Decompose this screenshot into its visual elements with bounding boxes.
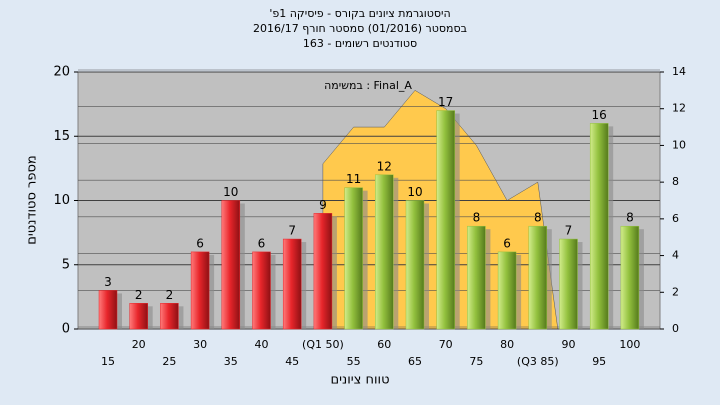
x-tick-label: 75 <box>469 355 483 368</box>
chart-subtitle: בסמסטר (01/2016) סמסטר חורף 2016/17 <box>253 22 467 35</box>
bar <box>160 303 179 330</box>
value-label: 6 <box>196 236 204 250</box>
value-label: 8 <box>534 211 542 225</box>
y2-tick-label: 12 <box>672 102 686 115</box>
y-tick-label: 5 <box>62 257 70 272</box>
y2-tick-label: 8 <box>672 175 679 188</box>
y2-tick-label: 2 <box>672 285 679 298</box>
x-tick-label: 55 <box>347 355 361 368</box>
bar <box>98 290 118 330</box>
x-tick-label: 65 <box>408 355 422 368</box>
value-label: 3 <box>104 275 112 289</box>
bar <box>313 213 333 330</box>
y-axis-label: מספר סטודנטים <box>25 155 40 245</box>
value-label: 11 <box>346 172 361 186</box>
bar <box>589 123 609 330</box>
y2-tick-label: 6 <box>672 212 679 225</box>
bar <box>497 251 517 330</box>
y-tick-label: 10 <box>53 193 70 208</box>
chart-subtitle: סטודנטים רשומים - 163 <box>303 37 417 50</box>
value-label: 2 <box>135 288 143 302</box>
x-tick-label: 60 <box>377 338 391 351</box>
y-tick-label: 15 <box>53 129 70 144</box>
value-label: 10 <box>223 185 238 199</box>
value-label: 8 <box>626 211 634 225</box>
annotation: במשימה : Final_A <box>324 79 412 92</box>
value-label: 9 <box>319 198 327 212</box>
x-tick-label: 20 <box>132 338 146 351</box>
value-label: 2 <box>166 288 174 302</box>
y-tick-label: 20 <box>53 65 70 80</box>
x-tick-label: 30 <box>193 338 207 351</box>
bar <box>405 200 425 330</box>
value-label: 16 <box>592 108 607 122</box>
x-tick-label: 100 <box>619 338 640 351</box>
x-tick-label: 35 <box>224 355 238 368</box>
x-tick-label: 70 <box>439 338 453 351</box>
x-tick-label: 40 <box>255 338 269 351</box>
value-label: 12 <box>377 159 392 173</box>
bar <box>252 251 271 330</box>
bar <box>282 238 302 330</box>
value-label: 6 <box>503 236 511 250</box>
chart-title: 'היסטוגרמת ציונים בקורס - פיסיקה 1פ <box>269 7 450 20</box>
bar <box>344 187 363 330</box>
value-label: 6 <box>258 236 266 250</box>
x-tick-label: (Q1 50) <box>302 338 344 351</box>
y-tick-label: 0 <box>62 322 70 337</box>
bar <box>467 225 486 330</box>
x-tick-label: 80 <box>500 338 514 351</box>
x-axis-label: טווח ציונים <box>330 373 389 388</box>
x-tick-label: 45 <box>285 355 299 368</box>
x-tick-label: 15 <box>101 355 115 368</box>
y2-tick-label: 10 <box>672 138 686 151</box>
bar <box>221 200 241 330</box>
bar <box>528 225 548 330</box>
x-tick-label: 95 <box>592 355 606 368</box>
bar <box>375 174 394 330</box>
value-label: 7 <box>288 224 296 238</box>
y2-tick-label: 14 <box>672 65 686 78</box>
bar <box>620 225 640 330</box>
bar-layer: 3 2 2 6 10 6 7 9 11 12 10 17 8 6 8 7 16 8 <box>98 95 644 330</box>
y2-tick-label: 0 <box>672 322 679 335</box>
x-tick-label: 90 <box>562 338 576 351</box>
value-label: 7 <box>565 224 573 238</box>
bar <box>559 238 578 330</box>
bar <box>129 303 148 330</box>
bar <box>436 110 455 330</box>
y2-tick-label: 4 <box>672 249 679 262</box>
value-label: 10 <box>407 185 422 199</box>
bar <box>190 251 210 330</box>
value-label: 17 <box>438 95 453 109</box>
x-tick-label: (Q3 85) <box>517 355 559 368</box>
x-tick-label: 25 <box>162 355 176 368</box>
value-label: 8 <box>473 211 481 225</box>
